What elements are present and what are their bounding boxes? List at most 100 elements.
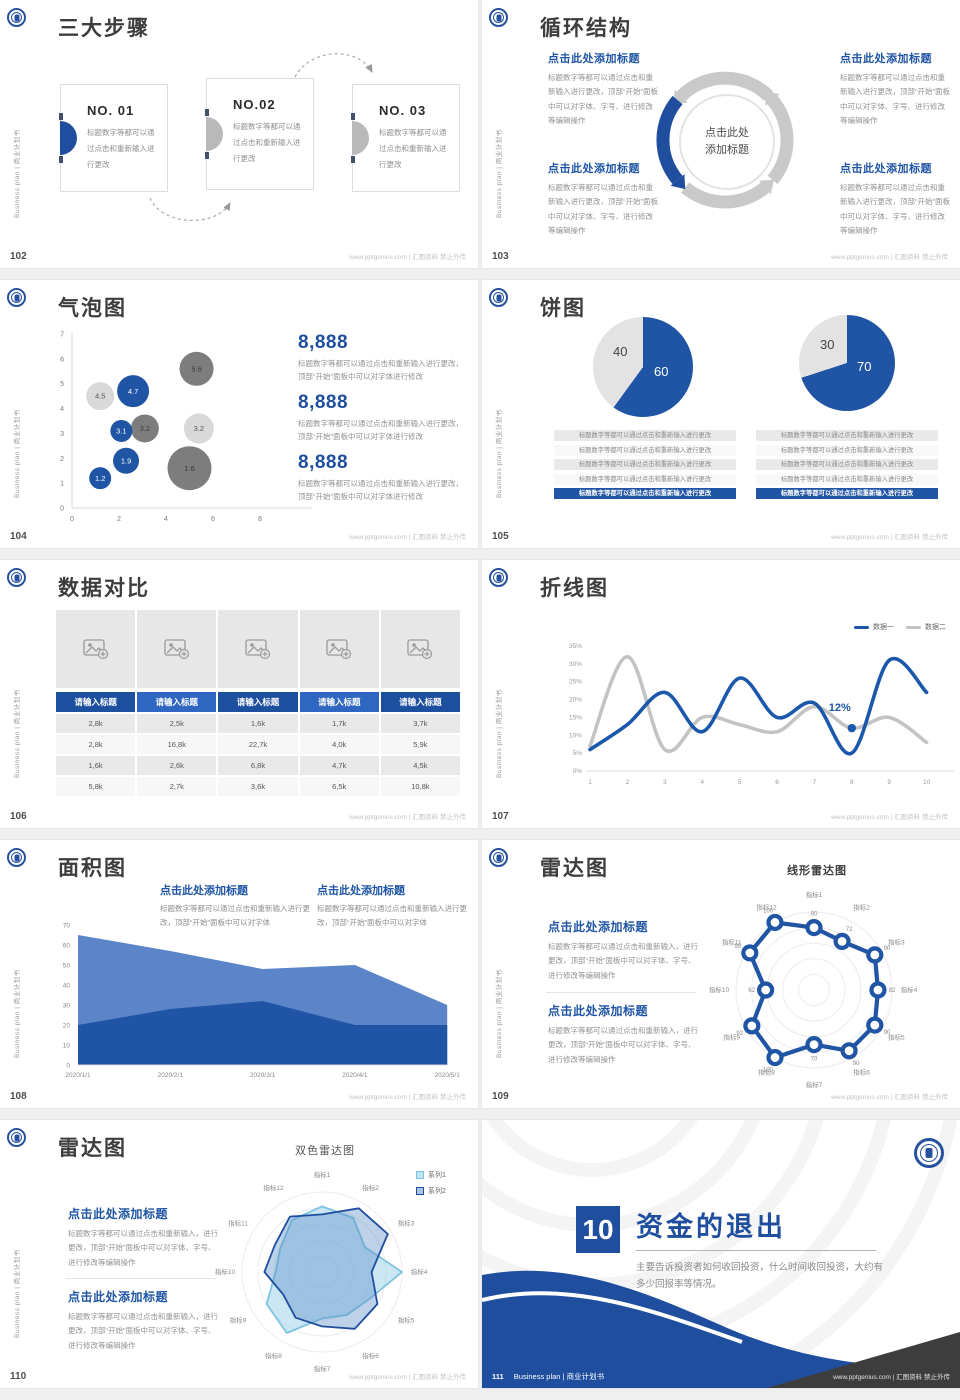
text-block-2: 点击此处添加标题 标题数字等都可以通过点击和重新输入，进行更改，顶部“开始”面板… xyxy=(68,1288,218,1353)
table-header-cell: 请输入标题 xyxy=(218,692,298,712)
step-number: NO. 01 xyxy=(87,103,135,118)
sidebar-vertical-text: Business plan | 商业计划书 xyxy=(496,689,503,778)
slide-107-line-chart[interactable]: Business plan | 商业计划书 折线图 数据一 数据二 0% 5% 10… xyxy=(482,560,960,828)
legend-series-2: 数据二 xyxy=(906,622,946,632)
svg-text:指标10: 指标10 xyxy=(215,1267,236,1276)
step-body-text: 标题数字等都可以通过点击和重新输入进行更改 xyxy=(379,128,447,169)
svg-text:7: 7 xyxy=(813,779,817,786)
table-cell: 5,8k xyxy=(56,777,136,796)
slide-title: 三大步骤 xyxy=(58,17,150,40)
svg-text:指标2: 指标2 xyxy=(853,903,870,912)
svg-text:92: 92 xyxy=(736,1031,743,1037)
legend-series-1: 系列1 xyxy=(416,1170,446,1180)
block-body: 标题数字等都可以通过点击和重新输入，进行更改，顶部“开始”面板中可以对字体、字号… xyxy=(548,942,698,980)
legend-line-swatch xyxy=(854,625,869,629)
page-number: 110 xyxy=(10,1371,27,1382)
watermark: www.pptgenius.com | 汇图资料 禁止外传 xyxy=(349,534,466,541)
svg-text:50: 50 xyxy=(63,963,71,970)
svg-text:2: 2 xyxy=(117,516,121,523)
svg-text:9: 9 xyxy=(887,779,891,786)
watermark: www.pptgenius.com | 汇图资料 禁止外传 xyxy=(831,814,948,821)
sidebar-vertical-text: Business plan | 商业计划书 xyxy=(14,969,21,1058)
svg-text:10: 10 xyxy=(923,779,931,786)
table-cell: 16,8k xyxy=(137,735,217,754)
table-cell: 1,7k xyxy=(299,714,379,733)
image-placeholder-icon xyxy=(326,639,352,660)
table-cell: 3,6k xyxy=(218,777,298,796)
svg-text:82: 82 xyxy=(889,988,896,994)
block-body: 标题数字等都可以通过点击和重新输入，进行更改，顶部“开始”面板中可以对字体、字号… xyxy=(68,1312,218,1350)
svg-text:指标8: 指标8 xyxy=(758,1067,775,1076)
block-heading: 点击此处添加标题 xyxy=(548,920,649,934)
legend-series-2: 系列2 xyxy=(416,1186,446,1196)
pie-chart-left: 40 60 xyxy=(593,317,693,417)
svg-text:4.5: 4.5 xyxy=(95,392,105,401)
svg-text:2020/5/1: 2020/5/1 xyxy=(435,1072,460,1079)
slide-104-bubble-chart[interactable]: Business plan | 商业计划书 气泡图 0 1 2 3 4 5 6 7 0 2 4 6 8 4… xyxy=(0,280,478,548)
stat-value: 8,888 xyxy=(298,392,349,413)
table-cell: 6,8k xyxy=(218,756,298,775)
pie-chart-right: 30 70 xyxy=(799,315,895,411)
cycle-center-circle: 点击此处添加标题 xyxy=(679,94,775,190)
text-block-bottom-right: 点击此处添加标题 标题数字等都可以通过点击和重新输入进行更改，顶部“开始”面板中… xyxy=(840,160,950,238)
svg-text:2: 2 xyxy=(626,779,630,786)
slide-111-section-divider[interactable]: 10 资金的退出 主要告诉投资者如何收回投资，什么时间收回投资，大约有多少回报率… xyxy=(482,1120,960,1388)
step-card-1: NO. 01 标题数字等都可以通过点击和重新输入进行更改 xyxy=(59,84,168,192)
caption-row: 标题数字等都可以通过点击和重新输入进行更改 xyxy=(554,444,736,456)
legend-series-1: 数据一 xyxy=(854,622,894,632)
block-heading: 点击此处添加标题 xyxy=(548,1004,649,1018)
svg-text:指标6: 指标6 xyxy=(362,1351,379,1360)
legend-label: 系列1 xyxy=(428,1172,446,1179)
school-logo-icon xyxy=(489,848,508,867)
svg-text:2020/3/1: 2020/3/1 xyxy=(250,1072,276,1079)
svg-text:2: 2 xyxy=(60,456,64,463)
svg-text:5: 5 xyxy=(60,381,64,388)
step-body-text: 标题数字等都可以通过点击和重新输入进行更改 xyxy=(233,122,301,163)
block-heading: 点击此处添加标题 xyxy=(548,53,640,65)
table-cell: 2,7k xyxy=(137,777,217,796)
image-placeholder xyxy=(137,610,217,688)
slide-102-three-steps[interactable]: Business plan | 商业计划书 三大步骤 NO. 01 标题数字等都… xyxy=(0,0,478,268)
legend-label: 数据一 xyxy=(873,624,894,631)
section-number-badge: 10 xyxy=(576,1206,620,1253)
radar-chart-title: 线形雷达图 xyxy=(787,865,847,877)
school-logo-icon xyxy=(7,8,26,27)
footer-brand: 111 Business plan | 商业计划书 xyxy=(492,1371,604,1382)
radar-chart-duo: 指标1 指标2 指标3 指标4 指标5 指标6 指标7 指标8 指标9 指标10 指标11 指标12 xyxy=(215,1170,428,1373)
svg-text:90: 90 xyxy=(884,946,891,952)
svg-text:1: 1 xyxy=(588,779,592,786)
slide-103-cycle[interactable]: Business plan | 商业计划书 循环结构 点击此处添加标题 点击此处… xyxy=(482,0,960,268)
page-number: 107 xyxy=(492,811,509,822)
image-placeholder xyxy=(56,610,136,688)
svg-text:6: 6 xyxy=(211,516,215,523)
caption-rows-right: 标题数字等都可以通过点击和重新输入进行更改 标题数字等都可以通过点击和重新输入进… xyxy=(756,430,938,503)
legend-label: 数据二 xyxy=(925,624,946,631)
legend-square-swatch xyxy=(416,1187,424,1195)
slide-106-comparison-table[interactable]: Business plan | 商业计划书 数据对比 请输入标题 请输入标题 请输入… xyxy=(0,560,478,828)
divider-line xyxy=(66,1278,216,1279)
step-card-2: NO.02 标题数字等都可以通过点击和重新输入进行更改 xyxy=(205,78,314,190)
table-cell: 4,0k xyxy=(299,735,379,754)
table-header-cell: 请输入标题 xyxy=(137,692,217,712)
svg-text:2020/1/1: 2020/1/1 xyxy=(65,1072,91,1079)
slide-108-area-chart[interactable]: Business plan | 商业计划书 面积图 点击此处添加标题 标题数字等… xyxy=(0,840,478,1108)
svg-text:指标3: 指标3 xyxy=(888,938,905,947)
table-cell: 1,6k xyxy=(218,714,298,733)
comparison-table: 请输入标题 请输入标题 请输入标题 请输入标题 请输入标题 2,8k 2,5k 1,6k 1,7… xyxy=(56,692,460,796)
svg-text:指标12: 指标12 xyxy=(263,1183,284,1192)
page-number: 106 xyxy=(10,811,27,822)
slide-105-pie-charts[interactable]: Business plan | 商业计划书 饼图 40 60 30 70 标题数… xyxy=(482,280,960,548)
cycle-arrows xyxy=(656,71,794,209)
caption-row: 标题数字等都可以通过点击和重新输入进行更改 xyxy=(756,459,938,471)
table-header-cell: 请输入标题 xyxy=(56,692,136,712)
school-logo-icon xyxy=(7,848,26,867)
image-placeholder xyxy=(380,610,460,688)
caption-row: 标题数字等都可以通过点击和重新输入进行更改 xyxy=(554,430,736,441)
caption-row: 标题数字等都可以通过点击和重新输入进行更改 xyxy=(756,444,938,456)
slide-110-radar-duo[interactable]: Business plan | 商业计划书 雷达图 双色雷达图 系列1 系列2 … xyxy=(0,1120,478,1388)
table-cell: 3,7k xyxy=(380,714,460,733)
step-number: NO. 03 xyxy=(379,103,427,118)
slide-109-radar-line[interactable]: Business plan | 商业计划书 雷达图 线形雷达图 点击此处添加标题… xyxy=(482,840,960,1108)
svg-text:指标9: 指标9 xyxy=(723,1033,740,1042)
image-placeholder-row xyxy=(56,610,460,688)
